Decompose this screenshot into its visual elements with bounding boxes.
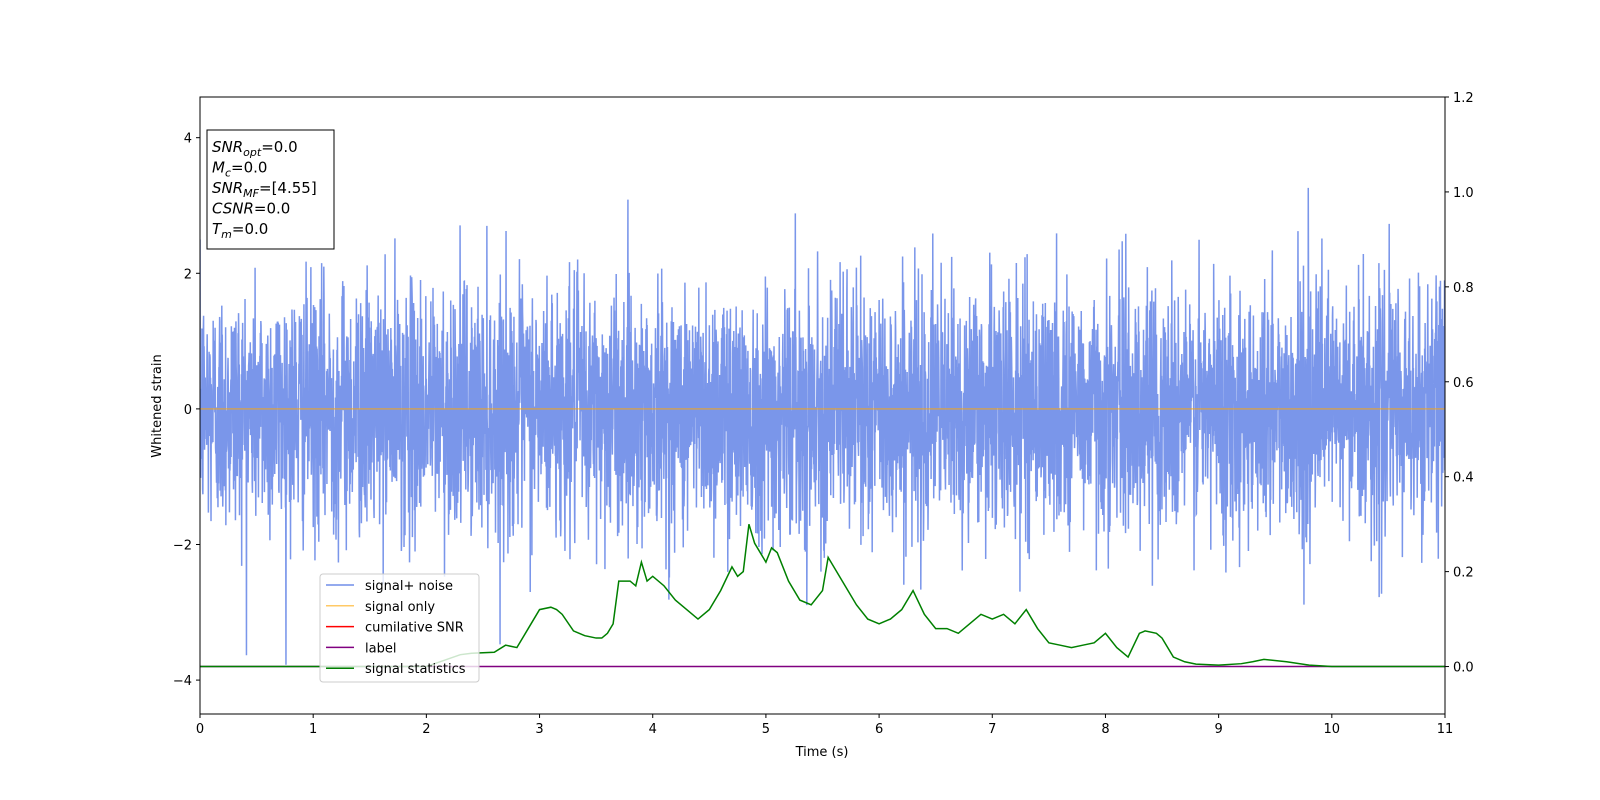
legend-entry: signal+ noise <box>365 579 453 594</box>
x-tick-label: 1 <box>309 722 317 737</box>
legend-entry: label <box>365 641 396 656</box>
axes-frame <box>199 96 1446 715</box>
info-box-line: Tm=0.0 <box>212 220 268 241</box>
y2-tick-label: 0.2 <box>1453 566 1474 581</box>
x-tick-label: 8 <box>1101 722 1109 737</box>
info-box-line: SNRMF=[4.55] <box>212 179 317 200</box>
info-box-line: CSNR=0.0 <box>212 200 290 218</box>
ticks-layer: 0 1 2 3 4 5 6 7 8 9 10 11 −4 −2 0 2 4 0.0 0.2 0.4 0.6 0.8 1.0 1… <box>173 91 1474 737</box>
y2-tick-label: 0.6 <box>1453 376 1474 391</box>
legend-entry: cumilative SNR <box>365 621 464 636</box>
y-tick-label: −4 <box>173 674 192 689</box>
x-tick-label: 10 <box>1324 722 1341 737</box>
info-box-frame <box>206 129 335 250</box>
legend: signal+ noise signal only cumilative SNR la… <box>319 573 480 683</box>
y-tick-label: 4 <box>184 132 192 147</box>
legend-frame <box>319 573 480 683</box>
info-box-line: SNRopt=0.0 <box>212 138 298 159</box>
x-tick-label: 3 <box>535 722 543 737</box>
series-signal-noise <box>200 187 1445 665</box>
y2-tick-label: 1.2 <box>1453 91 1474 106</box>
x-tick-label: 5 <box>762 722 770 737</box>
legend-entry: signal statistics <box>365 662 466 677</box>
y2-tick-label: 1.0 <box>1453 186 1474 201</box>
legend-entry: signal only <box>365 600 435 615</box>
y2-tick-label: 0.8 <box>1453 281 1474 296</box>
y-axis-label: Whitened strain <box>150 354 165 457</box>
y-tick-label: 2 <box>184 267 192 282</box>
info-box-line: Mc=0.0 <box>212 159 267 180</box>
y-tick-label: −2 <box>173 538 192 553</box>
y2-tick-label: 0.4 <box>1453 471 1474 486</box>
x-tick-label: 7 <box>988 722 996 737</box>
x-tick-label: 6 <box>875 722 883 737</box>
x-tick-label: 2 <box>422 722 430 737</box>
x-tick-label: 9 <box>1214 722 1222 737</box>
x-tick-label: 11 <box>1437 722 1454 737</box>
x-tick-label: 4 <box>649 722 657 737</box>
series-signal-statistics <box>200 523 1445 668</box>
y2-tick-label: 0.0 <box>1453 661 1474 676</box>
y-tick-label: 0 <box>184 403 192 418</box>
x-axis-label: Time (s) <box>795 745 849 760</box>
x-tick-label: 0 <box>196 722 204 737</box>
